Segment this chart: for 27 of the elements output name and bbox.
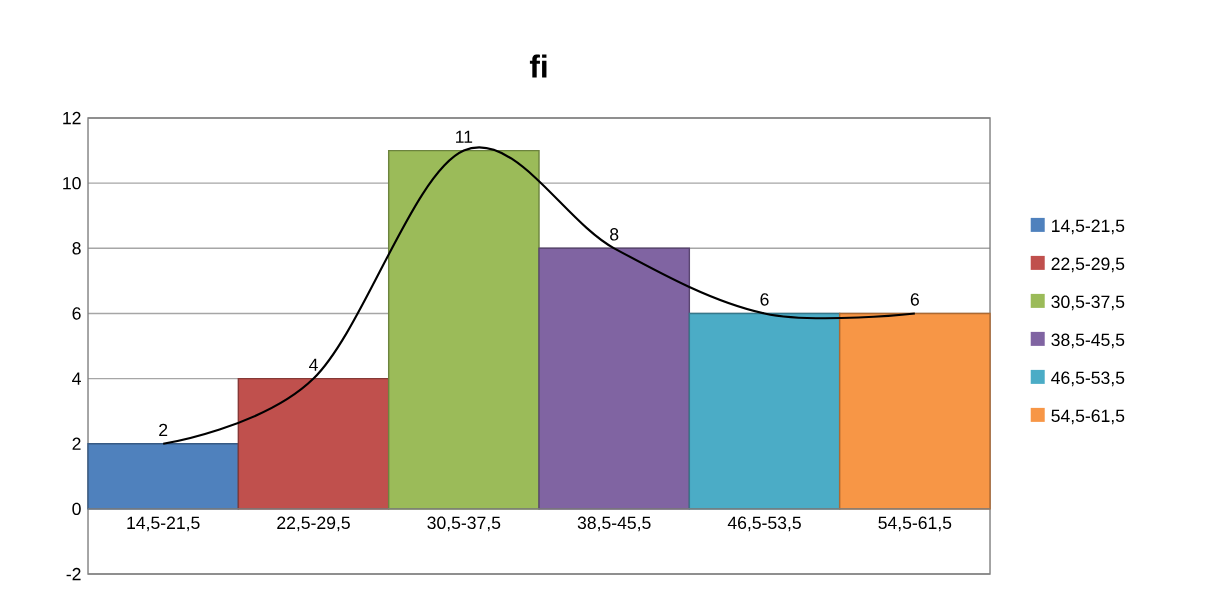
category-label: 54,5-61,5: [1051, 409, 1125, 425]
y-tick-label: 8: [72, 242, 81, 255]
data-label: 4: [309, 358, 318, 371]
data-label: 6: [910, 293, 919, 306]
y-tick-label: -2: [66, 567, 81, 581]
data-label: 11: [456, 130, 473, 143]
chart-title: fi: [529, 54, 547, 78]
x-tick-label: 30,5-37,5: [427, 516, 501, 532]
data-label: 6: [760, 293, 769, 306]
y-tick-label: 12: [63, 111, 81, 125]
category-label: 46,5-53,5: [1051, 371, 1125, 387]
category-label: 38,5-45,5: [1051, 333, 1125, 349]
x-tick-label: 14,5-21,5: [127, 516, 200, 532]
x-tick-label: 22,5-29,5: [277, 516, 350, 532]
data-label: 2: [159, 423, 168, 436]
x-tick-label: 46,5-53,5: [727, 516, 801, 532]
y-tick-label: 0: [72, 502, 81, 516]
y-tick-label: 6: [72, 307, 81, 320]
category-label: 22,5-29,5: [1051, 257, 1125, 273]
y-tick-label: 2: [72, 437, 81, 450]
category-label: 14,5-21,5: [1052, 219, 1125, 235]
y-tick-label: 10: [63, 176, 81, 190]
x-tick-label: 54,5-61,5: [878, 516, 952, 532]
data-label: 8: [610, 228, 619, 241]
y-tick-label: 4: [72, 372, 81, 385]
x-tick-label: 38,5-45,5: [577, 516, 651, 532]
category-label: 30,5-37,5: [1051, 295, 1125, 311]
